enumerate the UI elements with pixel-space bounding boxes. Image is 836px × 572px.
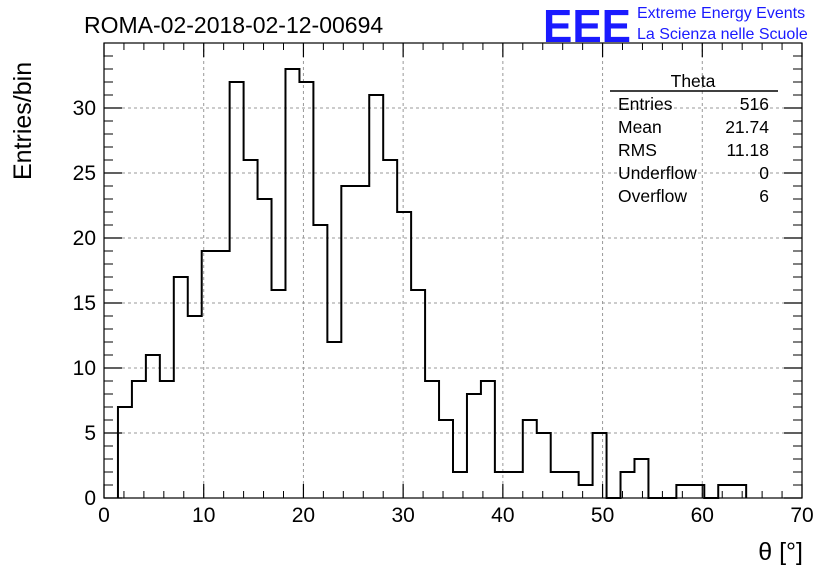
y-tick-label: 20 xyxy=(73,227,96,250)
stats-rows: Entries 516 Mean 21.74 RMS 11.18 Underflow 0 Ove… xyxy=(618,94,769,206)
x-tick-label: 40 xyxy=(491,504,514,527)
x-axis-label: θ [°] xyxy=(758,538,803,566)
x-tick-label: 20 xyxy=(292,504,315,527)
stats-label: Mean xyxy=(618,117,662,137)
x-tick-label: 10 xyxy=(192,504,215,527)
stats-box: Theta Entries 516 Mean 21.74 RMS 11.18 Underfl… xyxy=(610,71,778,206)
plot-frame xyxy=(103,42,803,499)
logo-mark: EEE xyxy=(543,0,631,52)
axis-ticks xyxy=(103,43,803,499)
stats-value: 11.18 xyxy=(727,140,770,160)
stats-label: RMS xyxy=(618,140,657,160)
y-tick-label: 25 xyxy=(73,162,96,185)
stats-value: 516 xyxy=(740,94,769,114)
chart-title: ROMA-02-2018-02-12-00694 xyxy=(84,12,383,38)
histogram-line xyxy=(116,68,748,499)
logo-line-1: Extreme Energy Events xyxy=(637,5,805,22)
y-tick-label: 5 xyxy=(84,422,96,445)
y-tick-label: 15 xyxy=(73,292,96,315)
x-tick-label: 50 xyxy=(591,504,614,527)
x-tick-label: 60 xyxy=(691,504,714,527)
y-tick-label: 10 xyxy=(73,357,96,380)
stats-title: Theta xyxy=(671,71,716,91)
stats-label: Entries xyxy=(618,94,673,114)
x-tick-label: 70 xyxy=(790,504,813,527)
stats-value: 21.74 xyxy=(725,117,769,137)
stats-label: Overflow xyxy=(618,186,687,206)
stats-label: Underflow xyxy=(618,163,697,183)
y-tick-label: 0 xyxy=(84,487,96,510)
x-tick-label: 30 xyxy=(391,504,414,527)
eee-logo: EEE Extreme Energy Events La Scienza nel… xyxy=(543,0,808,52)
y-axis-label: Entries/bin xyxy=(9,62,37,180)
y-tick-label: 30 xyxy=(73,97,96,120)
stats-value: 6 xyxy=(759,186,769,206)
logo-line-2: La Scienza nelle Scuole xyxy=(637,26,808,43)
stats-value: 0 xyxy=(759,163,769,183)
x-tick-label: 0 xyxy=(98,504,110,527)
